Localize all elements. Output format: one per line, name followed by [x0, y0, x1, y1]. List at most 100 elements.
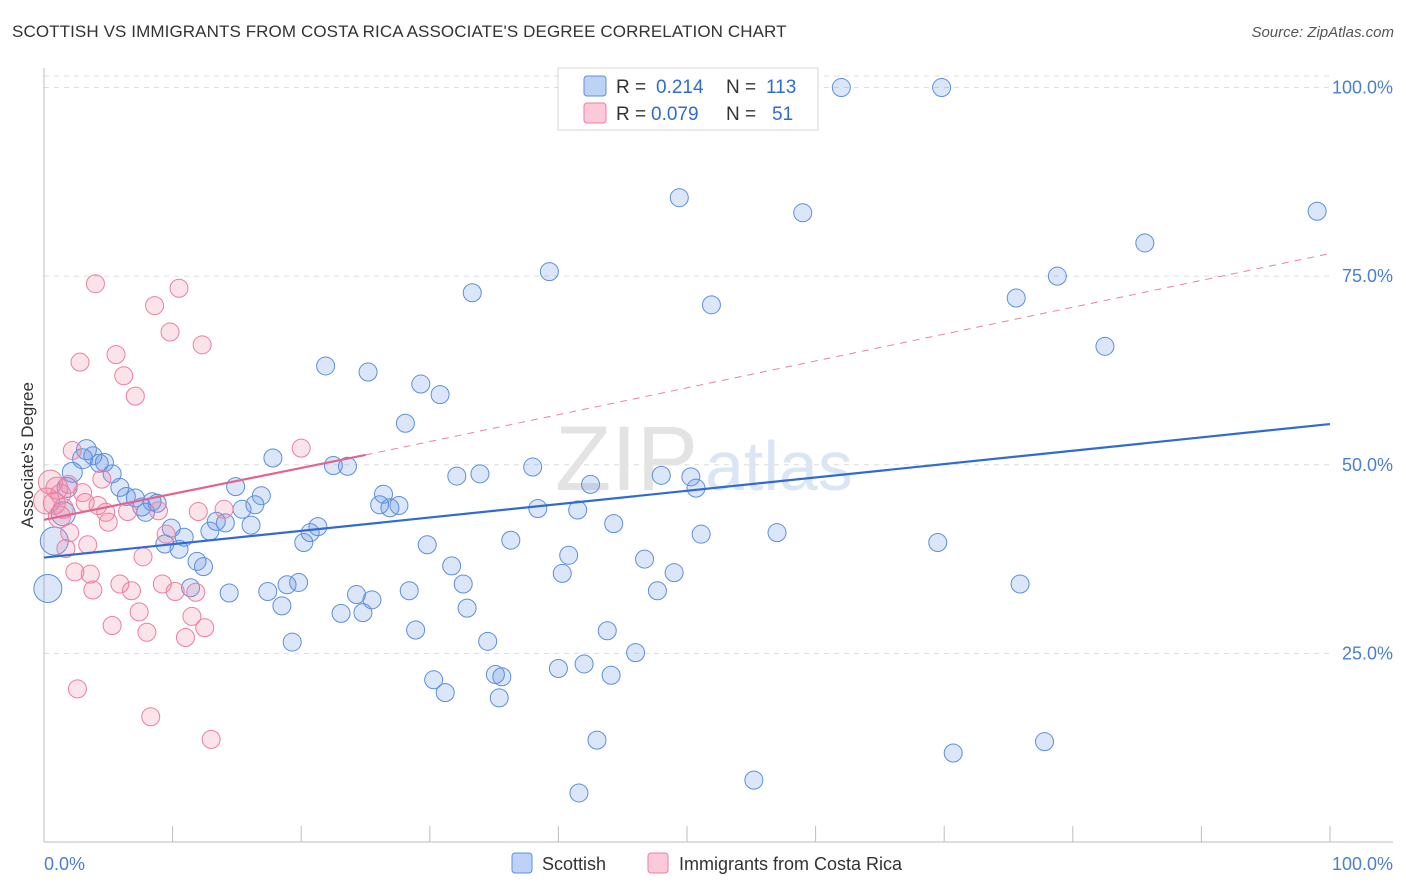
- point-costa-rica: [60, 523, 80, 543]
- point-scottish: [767, 523, 787, 543]
- point-costa-rica: [156, 524, 176, 544]
- point-scottish: [193, 557, 213, 577]
- point-costa-rica: [80, 564, 100, 584]
- point-scottish: [574, 654, 594, 674]
- point-costa-rica: [58, 474, 78, 494]
- point-scottish: [331, 603, 351, 623]
- point-scottish: [435, 683, 455, 703]
- point-scottish: [501, 530, 521, 550]
- point-costa-rica: [188, 502, 208, 522]
- point-scottish: [263, 448, 283, 468]
- point-scottish: [691, 524, 711, 544]
- bottom-legend-swatch-scottish: [511, 852, 533, 874]
- point-costa-rica: [85, 274, 105, 294]
- point-scottish: [635, 549, 655, 569]
- point-scottish: [272, 596, 292, 616]
- point-scottish: [447, 466, 467, 486]
- point-scottish: [219, 583, 239, 603]
- point-scottish: [932, 78, 952, 98]
- axes: 25.0% 50.0% 75.0% 100.0% 0.0% 100.0%: [43, 68, 1393, 874]
- point-scottish: [442, 556, 462, 576]
- point-scottish: [94, 453, 114, 473]
- point-scottish: [943, 743, 963, 763]
- trend-line-scottish: [43, 422, 1331, 559]
- point-costa-rica: [98, 512, 118, 532]
- point-costa-rica: [125, 386, 145, 406]
- point-scottish: [651, 465, 671, 485]
- point-costa-rica: [195, 618, 215, 638]
- point-scottish: [294, 532, 314, 552]
- legend-n-value-2: 51: [772, 104, 793, 125]
- point-costa-rica: [129, 602, 149, 622]
- point-costa-rica: [186, 582, 206, 602]
- point-costa-rica: [56, 539, 76, 559]
- point-costa-rica: [45, 476, 69, 500]
- point-scottish: [569, 783, 589, 803]
- trend-lines: [43, 253, 1331, 559]
- bottom-legend-label-scottish: Scottish: [542, 854, 606, 874]
- point-scottish: [430, 385, 450, 405]
- point-scottish: [478, 631, 498, 651]
- point-costa-rica: [52, 498, 74, 520]
- point-costa-rica: [114, 366, 134, 386]
- point-costa-rica: [70, 352, 90, 372]
- point-scottish: [701, 295, 721, 315]
- y-tick-label: 25.0%: [1342, 643, 1393, 663]
- point-costa-rica: [67, 679, 87, 699]
- point-scottish: [346, 585, 366, 605]
- point-scottish: [316, 356, 336, 376]
- point-scottish: [626, 643, 646, 663]
- point-scottish: [258, 582, 278, 602]
- point-scottish: [457, 598, 477, 618]
- y-tick-label: 75.0%: [1342, 266, 1393, 286]
- point-scottish: [83, 446, 103, 466]
- point-costa-rica: [133, 547, 153, 567]
- point-scottish: [928, 532, 948, 552]
- point-scottish: [793, 203, 813, 223]
- point-costa-rica: [169, 278, 189, 298]
- point-scottish: [1135, 233, 1155, 253]
- point-scottish: [358, 362, 378, 382]
- point-scottish: [362, 590, 382, 610]
- point-scottish: [831, 78, 851, 98]
- legend-n-value-1: 113: [766, 77, 796, 98]
- point-scottish: [681, 467, 701, 487]
- point-costa-rica: [160, 322, 180, 342]
- point-scottish: [453, 574, 473, 594]
- legend-swatch-scottish: [583, 75, 607, 97]
- legend-r-value-1: 0.214: [656, 77, 704, 98]
- point-scottish: [1010, 574, 1030, 594]
- point-costa-rica: [78, 535, 98, 555]
- trend-line-costa-rica-extension: [365, 253, 1331, 456]
- point-costa-rica: [175, 628, 195, 648]
- point-scottish: [395, 413, 415, 433]
- point-scottish: [33, 574, 63, 604]
- x-tick-label-min: 0.0%: [44, 854, 85, 874]
- point-scottish: [559, 545, 579, 565]
- point-costa-rica: [148, 501, 168, 521]
- point-scottish: [552, 563, 572, 583]
- point-scottish: [462, 283, 482, 303]
- point-scottish: [647, 581, 667, 601]
- point-scottish: [523, 457, 543, 477]
- point-costa-rica: [201, 729, 221, 749]
- point-costa-rica: [214, 499, 234, 519]
- point-costa-rica: [182, 606, 202, 626]
- point-costa-rica: [137, 622, 157, 642]
- y-tick-label: 100.0%: [1332, 78, 1393, 98]
- legend-n-label-1: N =: [726, 77, 756, 98]
- point-scottish: [1006, 288, 1026, 308]
- chart-title: SCOTTISH VS IMMIGRANTS FROM COSTA RICA A…: [12, 22, 787, 41]
- point-scottish: [664, 563, 684, 583]
- point-scottish: [1047, 266, 1067, 286]
- point-scottish: [548, 658, 568, 678]
- point-scottish: [399, 581, 419, 601]
- watermark: ZIP atlas: [555, 408, 853, 510]
- legend-r-value-2: 0.079: [651, 104, 699, 125]
- watermark-zip: ZIP: [555, 408, 698, 510]
- legend-r-label-2: R =: [616, 104, 646, 125]
- point-scottish: [277, 575, 297, 595]
- point-costa-rica: [62, 440, 82, 460]
- legend-top: R = 0.214 N = 113 R = 0.079 N = 51: [557, 67, 819, 131]
